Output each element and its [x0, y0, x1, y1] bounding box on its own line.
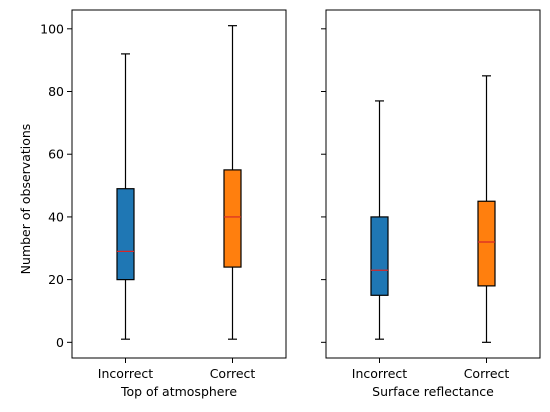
panel-surface-reflectance: Incorrect Correct Surface reflectance	[321, 9, 541, 399]
x-tick-label: Incorrect	[98, 366, 153, 381]
y-tick-label: 20	[48, 272, 64, 287]
box-body	[477, 200, 496, 287]
axes-frame	[325, 9, 541, 359]
box-body	[116, 188, 135, 281]
x-axis-label: Top of atmosphere	[120, 384, 237, 399]
y-axis-label: Number of observations	[18, 124, 33, 275]
box-body	[223, 169, 242, 268]
box-incorrect	[370, 100, 389, 340]
y-tick-label: 60	[48, 147, 64, 162]
y-tick-label: 40	[48, 209, 64, 224]
y-tick-label: 0	[56, 335, 64, 350]
panel-top-of-atmosphere: 0 20 40 60 80 100 Incorrect Correct Top of atmos…	[40, 9, 287, 399]
x-tick-label: Incorrect	[352, 366, 407, 381]
y-tick-label: 80	[48, 84, 64, 99]
x-axis-label: Surface reflectance	[372, 384, 494, 399]
box-body	[370, 216, 389, 296]
box-correct	[477, 75, 496, 343]
y-tick-label: 100	[40, 21, 64, 36]
x-tick-label: Correct	[464, 366, 510, 381]
x-tick-label: Correct	[210, 366, 256, 381]
box-correct	[223, 25, 242, 340]
axes-frame	[71, 9, 287, 359]
box-incorrect	[116, 53, 135, 340]
